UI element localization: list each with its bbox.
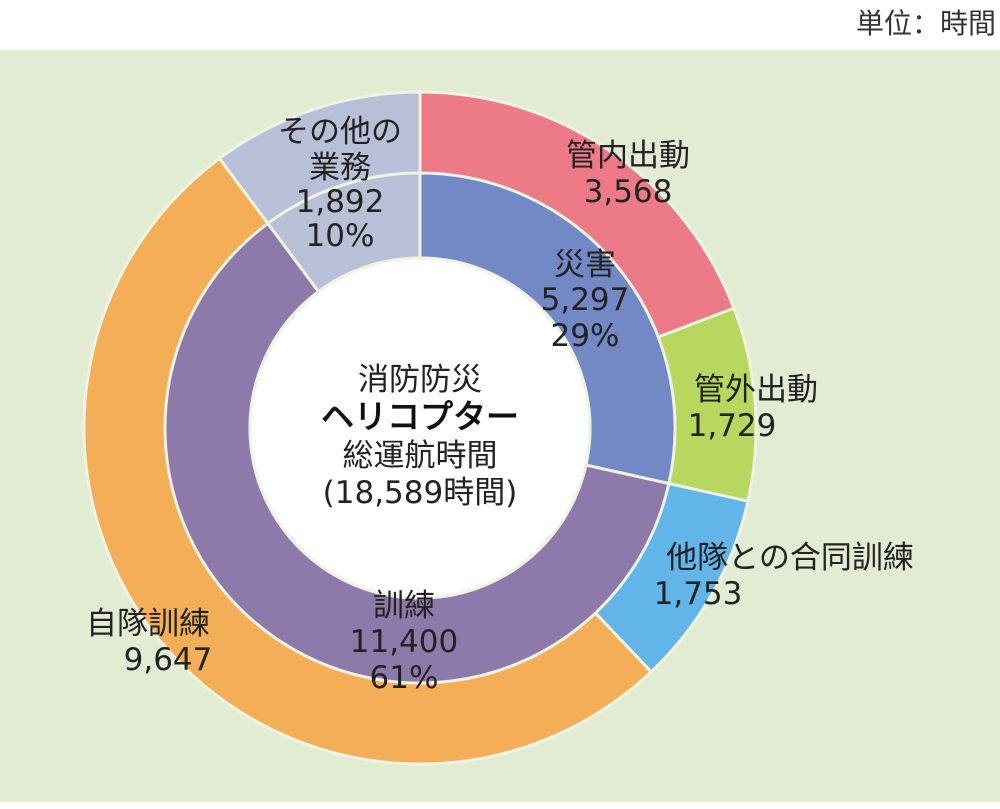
center-line-1: 消防防災: [358, 362, 482, 398]
label-sonota-name1: その他の: [278, 114, 402, 150]
center-line-3: 総運航時間: [343, 438, 498, 474]
label-kunren-value: 11,400: [350, 624, 458, 660]
center-hole: [248, 256, 592, 600]
label-sonota-value: 1,892: [296, 184, 385, 220]
unit-label: 単位：時間: [855, 7, 996, 40]
label-saigai-percent: 29%: [551, 318, 620, 354]
center-line-2: ヘリコプター: [321, 397, 519, 436]
label-saigai-value: 5,297: [541, 282, 630, 318]
label-godo-value: 1,753: [654, 576, 743, 612]
label-saigai-name: 災害: [554, 247, 616, 283]
label-kunren-percent: 61%: [370, 660, 439, 696]
label-godo-name: 他隊との合同訓練: [666, 540, 914, 576]
label-sonota-percent: 10%: [306, 218, 375, 254]
center-line-4: (18,589時間): [323, 475, 518, 511]
label-kannai-value: 3,568: [584, 174, 673, 210]
label-kangai-value: 1,729: [688, 408, 777, 444]
label-jitai-value: 9,647: [124, 642, 213, 678]
label-jitai-name: 自隊訓練: [86, 606, 210, 642]
label-kunren-name: 訓練: [373, 588, 435, 624]
label-kannai-name: 管内出動: [566, 138, 690, 174]
label-kangai-name: 管外出動: [694, 372, 818, 408]
label-sonota-name2: 業務: [309, 150, 371, 186]
